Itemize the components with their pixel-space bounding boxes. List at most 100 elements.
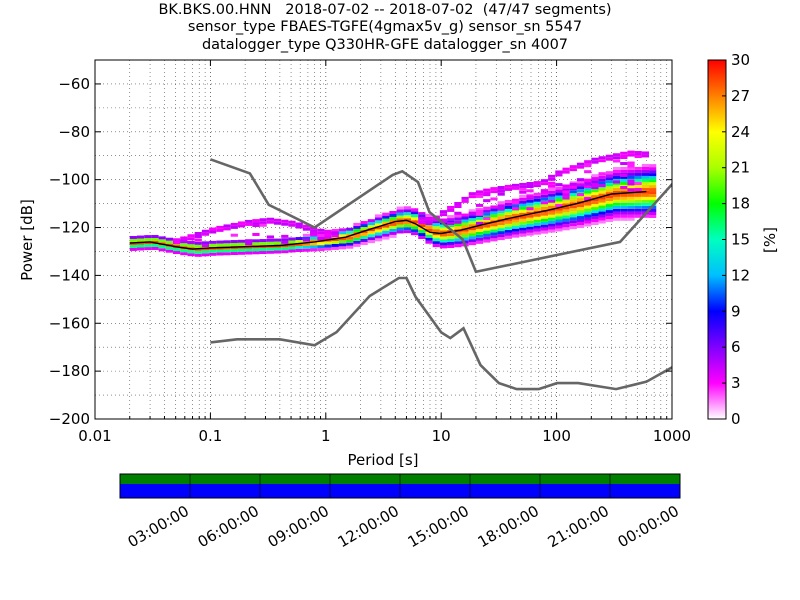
heatmap-cell	[245, 249, 252, 252]
heatmap-cell	[649, 173, 656, 176]
heatmap-cell	[281, 220, 288, 223]
heatmap-cell	[606, 210, 613, 213]
heatmap-cell	[591, 222, 598, 225]
heatmap-cell	[454, 241, 461, 244]
heatmap-cell	[534, 193, 541, 196]
heatmap-cell	[642, 167, 649, 170]
heatmap-cell	[505, 209, 512, 212]
heatmap-cell	[599, 209, 606, 212]
heatmap-cell	[555, 196, 562, 199]
heatmap-cell	[635, 170, 642, 173]
heatmap-cell	[591, 213, 598, 216]
heatmap-cell	[613, 180, 620, 183]
heatmap-cell	[324, 230, 331, 233]
heatmap-cell	[469, 236, 476, 239]
heatmap-cell	[332, 234, 339, 237]
heatmap-cell	[577, 222, 584, 225]
heatmap-cell	[620, 203, 627, 206]
heatmap-cell	[303, 246, 310, 249]
heatmap-cell	[411, 229, 418, 232]
heatmap-cell	[245, 220, 252, 223]
heatmap-cell	[332, 231, 339, 234]
heatmap-cell	[541, 189, 548, 192]
y-tick-label: −120	[49, 219, 90, 237]
heatmap-cell	[534, 199, 541, 202]
heatmap-cell	[296, 223, 303, 226]
heatmap-cell	[620, 152, 627, 155]
heatmap-cell	[606, 177, 613, 180]
heatmap-cell	[397, 230, 404, 233]
heatmap-cell	[397, 207, 404, 210]
heatmap-cell	[368, 240, 375, 243]
heatmap-cell	[187, 241, 194, 244]
heatmap-cell	[642, 154, 649, 157]
heatmap-cell	[173, 248, 180, 251]
heatmap-cell	[447, 242, 454, 245]
heatmap-cell	[252, 224, 259, 227]
heatmap-cell	[555, 187, 562, 190]
heatmap-cell	[454, 226, 461, 229]
heatmap-cell	[454, 221, 461, 224]
heatmap-cell	[281, 223, 288, 226]
heatmap-cell	[534, 205, 541, 208]
heatmap-cell	[252, 233, 259, 236]
heatmap-cell	[288, 249, 295, 252]
heatmap-cell	[339, 243, 346, 246]
heatmap-cell	[469, 230, 476, 233]
heatmap-cell	[433, 244, 440, 247]
heatmap-cell	[202, 250, 209, 253]
heatmap-cell	[627, 179, 634, 182]
heatmap-cell	[130, 236, 137, 239]
heatmap-cell	[180, 236, 187, 239]
heatmap-cell	[368, 219, 375, 222]
heatmap-cell	[209, 253, 216, 256]
heatmap-cell	[368, 237, 375, 240]
heatmap-cell	[469, 221, 476, 224]
heatmap-cell	[562, 212, 569, 215]
heatmap-cell	[440, 236, 447, 239]
heatmap-cell	[541, 219, 548, 222]
heatmap-cell	[476, 190, 483, 193]
heatmap-cell	[404, 215, 411, 218]
heatmap-cell	[635, 203, 642, 206]
heatmap-cell	[620, 179, 627, 182]
heatmap-cell	[288, 246, 295, 249]
heatmap-cell	[519, 198, 526, 201]
heatmap-cell	[505, 188, 512, 191]
heatmap-cell	[476, 217, 483, 220]
heatmap-cell	[570, 196, 577, 199]
colorbar-tick-label: 24	[731, 123, 750, 141]
heatmap-cell	[462, 234, 469, 237]
heatmap-cell	[490, 190, 497, 193]
heatmap-cell	[505, 203, 512, 206]
heatmap-cell	[505, 221, 512, 224]
heatmap-cell	[649, 194, 656, 197]
heatmap-cell	[490, 223, 497, 226]
heatmap-cell	[548, 197, 555, 200]
heatmap-cell	[389, 229, 396, 232]
heatmap-cell	[584, 179, 591, 182]
heatmap-cell	[635, 200, 642, 203]
heatmap-cell	[584, 160, 591, 163]
heatmap-cell	[577, 178, 584, 181]
heatmap-cell	[512, 187, 519, 190]
heatmap-cell	[555, 228, 562, 231]
heatmap-cell	[130, 248, 137, 251]
heatmap-cell	[195, 245, 202, 248]
heatmap-cell	[317, 237, 324, 240]
heatmap-cell	[548, 230, 555, 233]
colorbar-tick-label: 3	[731, 374, 741, 392]
heatmap-cell	[288, 224, 295, 227]
heatmap-cell	[433, 241, 440, 244]
heatmap-cell	[526, 227, 533, 230]
heatmap-cell	[454, 212, 461, 215]
heatmap-cell	[562, 224, 569, 227]
heatmap-cell	[606, 171, 613, 174]
heatmap-cell	[137, 236, 144, 239]
heatmap-cell	[389, 232, 396, 235]
heatmap-cell	[238, 249, 245, 252]
heatmap-cell	[498, 222, 505, 225]
heatmap-cell	[498, 208, 505, 211]
heatmap-cell	[541, 216, 548, 219]
heatmap-cell	[187, 237, 194, 240]
